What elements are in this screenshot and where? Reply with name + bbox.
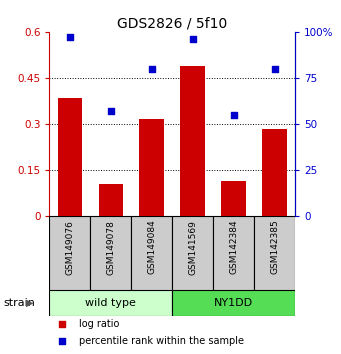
Bar <box>262 129 287 216</box>
Bar <box>139 119 164 216</box>
Point <box>272 66 277 72</box>
Text: percentile rank within the sample: percentile rank within the sample <box>79 336 244 346</box>
Point <box>149 66 154 72</box>
Bar <box>58 98 82 216</box>
Point <box>59 338 64 344</box>
Title: GDS2826 / 5f10: GDS2826 / 5f10 <box>117 17 227 31</box>
Point <box>67 35 73 40</box>
Text: GSM149084: GSM149084 <box>147 220 156 274</box>
Text: GSM142384: GSM142384 <box>229 220 238 274</box>
Text: ▶: ▶ <box>26 298 33 308</box>
Bar <box>172 290 295 316</box>
Bar <box>99 184 123 216</box>
Point <box>59 321 64 327</box>
Point <box>108 108 114 114</box>
Text: GSM141569: GSM141569 <box>188 220 197 275</box>
Text: GSM142385: GSM142385 <box>270 220 279 274</box>
Bar <box>180 65 205 216</box>
Point <box>231 112 236 118</box>
Bar <box>172 216 213 290</box>
Text: wild type: wild type <box>85 298 136 308</box>
Bar <box>131 216 172 290</box>
Bar <box>90 216 131 290</box>
Bar <box>221 181 246 216</box>
Text: GSM149078: GSM149078 <box>106 220 115 275</box>
Text: GSM149076: GSM149076 <box>65 220 74 275</box>
Bar <box>254 216 295 290</box>
Text: NY1DD: NY1DD <box>214 298 253 308</box>
Point <box>190 36 195 42</box>
Bar <box>49 290 172 316</box>
Text: strain: strain <box>3 298 35 308</box>
Bar <box>49 216 90 290</box>
Text: log ratio: log ratio <box>79 319 119 329</box>
Bar <box>213 216 254 290</box>
